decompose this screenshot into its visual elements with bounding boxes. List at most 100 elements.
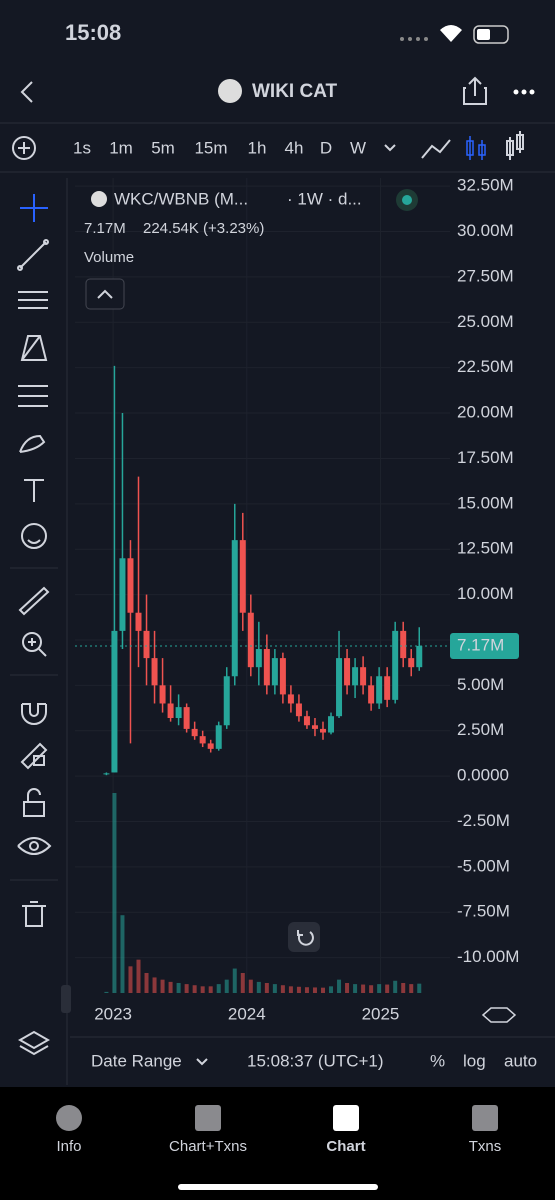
tab-label[interactable]: Chart+Txns: [169, 1138, 247, 1155]
tab-icon[interactable]: [195, 1105, 221, 1131]
y-tick-label: 17.50M: [457, 448, 514, 467]
volume-bar: [353, 984, 358, 993]
status-time: 15:08: [65, 20, 121, 45]
tab-icon[interactable]: [472, 1105, 498, 1131]
volume-bar: [200, 986, 205, 993]
volume-bar: [409, 984, 414, 993]
candle-body: [408, 658, 415, 668]
more-button[interactable]: [513, 89, 535, 95]
tab-icon[interactable]: [333, 1105, 359, 1131]
volume-bar: [104, 991, 109, 993]
tool-separators: [10, 567, 58, 881]
candle-body: [271, 658, 278, 686]
volume-bar: [152, 977, 157, 993]
interval[interactable]: D: [320, 138, 332, 157]
volume-bar: [224, 979, 229, 993]
interval[interactable]: 4h: [285, 138, 304, 157]
volume-bar: [304, 987, 309, 993]
volume-bar: [401, 983, 406, 993]
candle-body: [191, 728, 198, 737]
percent-toggle[interactable]: %: [430, 1051, 445, 1070]
candle-style[interactable]: [466, 136, 486, 160]
y-tick-label: 5.00M: [457, 675, 504, 694]
y-tick-label: 22.50M: [457, 357, 514, 376]
y-tick-label: 2.50M: [457, 720, 504, 739]
interval[interactable]: 5m: [151, 138, 175, 157]
candle-body: [344, 658, 351, 686]
interval[interactable]: 1s: [73, 138, 91, 157]
candle-body: [239, 540, 246, 613]
share-button[interactable]: [463, 76, 487, 105]
legend-change: 224.54K (+3.23%): [143, 220, 264, 237]
volume-bar: [345, 983, 350, 993]
interval[interactable]: 1h: [248, 138, 267, 157]
candle-body: [400, 630, 407, 659]
line-style[interactable]: [421, 139, 451, 159]
volume-bar: [272, 984, 277, 993]
candle-body: [111, 630, 118, 773]
volume-bar: [208, 986, 213, 993]
legend-volume: Volume: [84, 249, 134, 266]
candle-body: [247, 612, 254, 668]
legend-symbol: WKC/WBNB (M...: [114, 189, 248, 208]
candle-body: [384, 676, 391, 700]
auto-toggle[interactable]: auto: [504, 1051, 537, 1070]
volume-bar: [112, 793, 117, 993]
date-range-icon: [196, 1058, 208, 1066]
reset-chart[interactable]: [288, 922, 320, 952]
y-tick-label: 10.00M: [457, 584, 514, 603]
candle-body: [392, 630, 399, 700]
volume-bar: [377, 984, 382, 993]
volume-bar: [232, 968, 237, 993]
candle-body: [159, 685, 166, 704]
drawing-tools[interactable]: [17, 194, 52, 1056]
y-tick-label: -2.50M: [457, 811, 510, 830]
log-toggle[interactable]: log: [463, 1051, 486, 1070]
volume-bar: [312, 987, 317, 993]
candle-body: [336, 658, 343, 717]
volume-bar: [240, 973, 245, 993]
y-tick-label: 25.00M: [457, 312, 514, 331]
y-tick-label: 15.00M: [457, 493, 514, 512]
volume-bar: [248, 979, 253, 993]
interval[interactable]: 15m: [194, 138, 227, 157]
candle-body: [151, 658, 158, 686]
tab-label[interactable]: Txns: [469, 1138, 502, 1155]
collapse-legend[interactable]: [85, 278, 125, 310]
volume-bar: [337, 979, 342, 993]
date-range[interactable]: Date Range: [91, 1051, 182, 1070]
candle-body: [231, 540, 238, 677]
interval-dropdown[interactable]: [384, 144, 396, 152]
interval[interactable]: W: [350, 138, 366, 157]
axis-settings[interactable]: [481, 1007, 517, 1023]
candle-body: [135, 612, 142, 631]
volume-bar: [216, 984, 221, 993]
x-tick-label: 2023: [94, 1004, 132, 1023]
candle-body: [319, 728, 326, 733]
volume-bar: [184, 984, 189, 993]
candle-body: [368, 685, 375, 704]
volume-bar: [168, 981, 173, 993]
y-tick-label: 0.0000: [457, 766, 509, 785]
tab-icon[interactable]: [56, 1105, 82, 1131]
volume-bar: [160, 979, 165, 993]
back-button[interactable]: [20, 81, 33, 103]
collapse-icon: [97, 289, 113, 299]
panel-toggle[interactable]: [61, 985, 71, 1013]
candle-body: [119, 558, 126, 631]
y-tick-label: -5.00M: [457, 856, 510, 875]
candle-body: [167, 703, 174, 719]
status-dot: [402, 195, 412, 205]
volume-bar: [264, 983, 269, 993]
candle-body: [352, 667, 359, 686]
tab-label[interactable]: Chart: [326, 1138, 365, 1155]
interval[interactable]: 1m: [109, 138, 133, 157]
status-icons: [400, 25, 509, 44]
tab-label[interactable]: Info: [56, 1138, 81, 1155]
volume-bar: [136, 959, 141, 993]
add-indicator[interactable]: [12, 136, 36, 160]
candle-body: [223, 676, 230, 726]
candle-body: [295, 703, 302, 717]
bar-style[interactable]: [506, 131, 524, 160]
candle-body: [328, 716, 335, 733]
